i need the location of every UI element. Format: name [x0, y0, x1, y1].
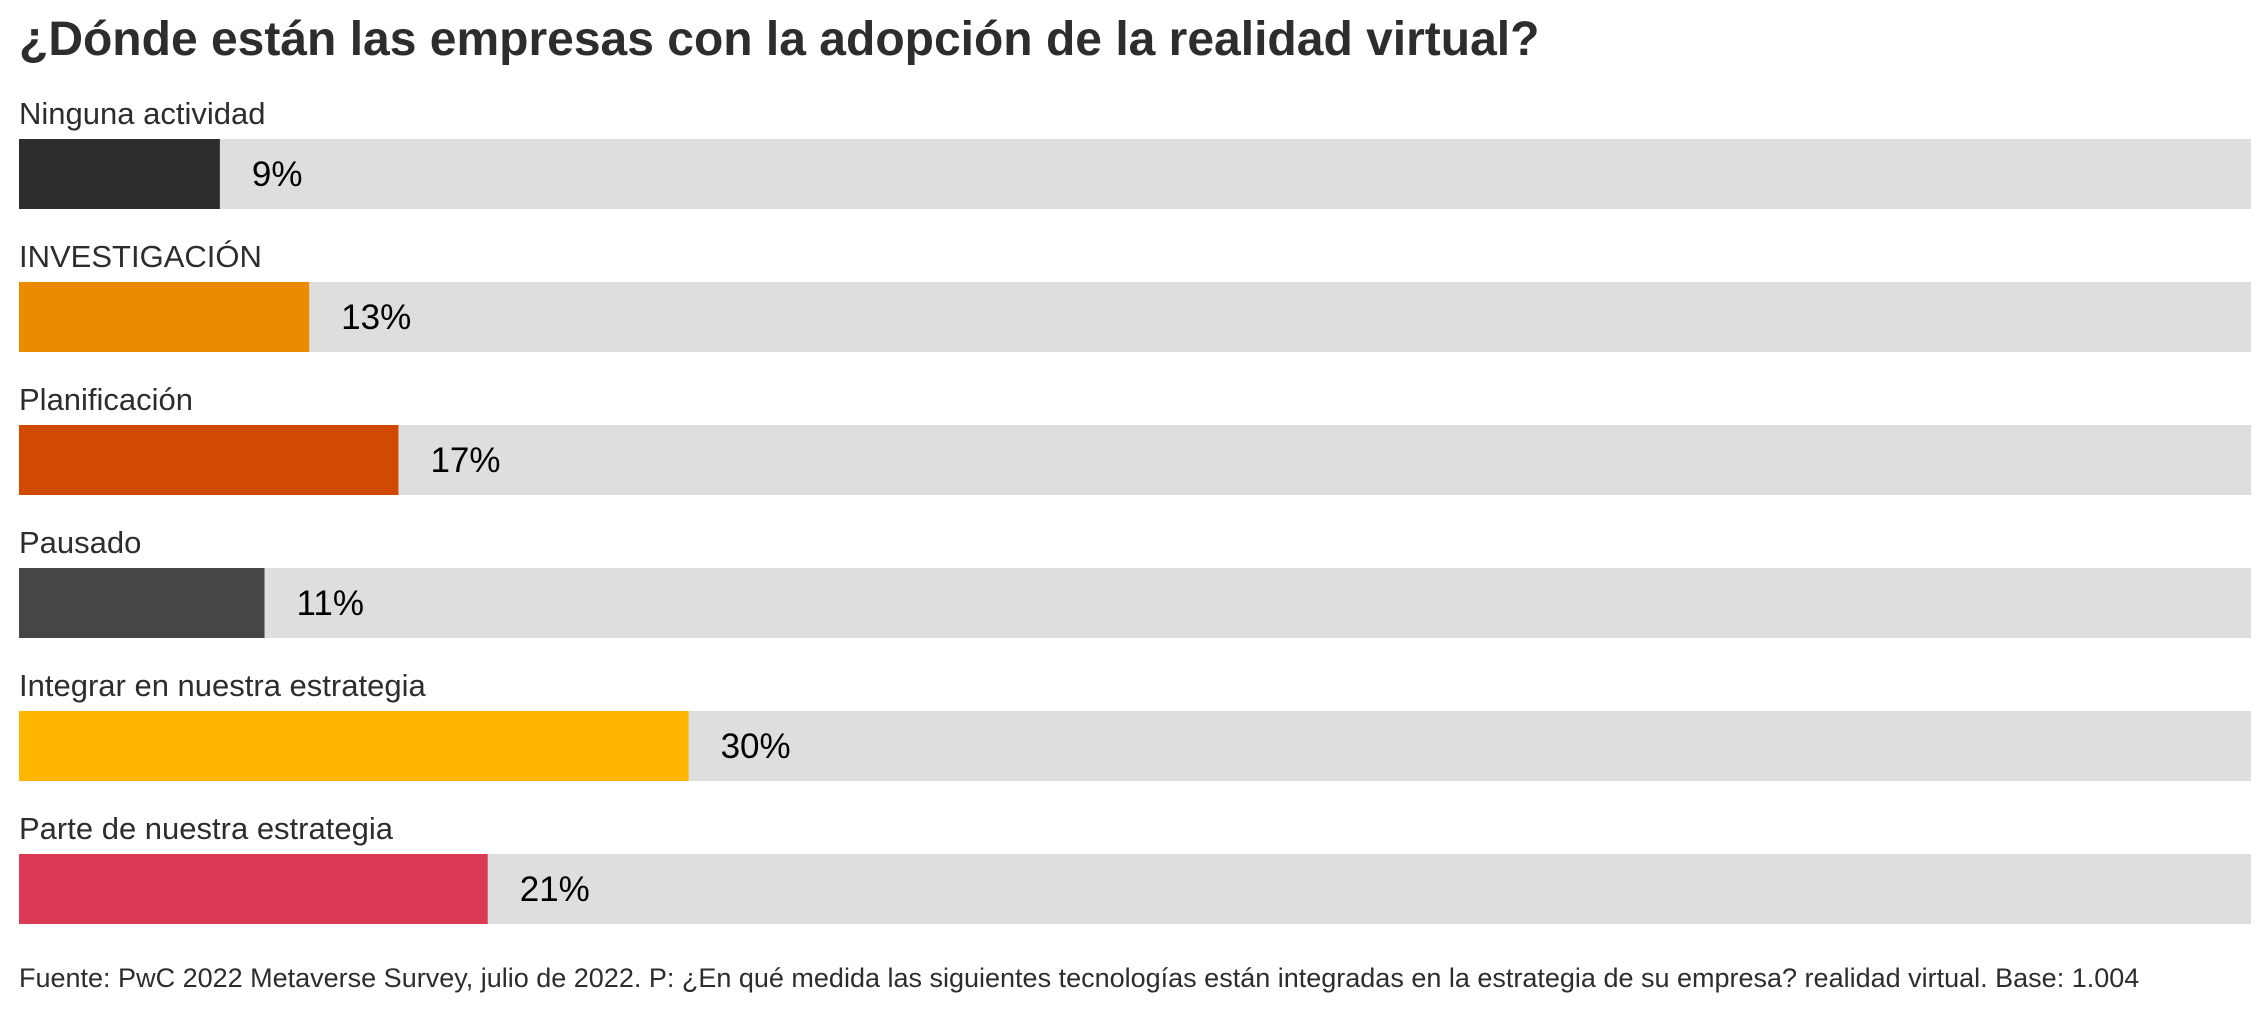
bar [19, 568, 265, 638]
source-note: Fuente: PwC 2022 Metaverse Survey, julio… [19, 963, 2140, 993]
category-label: Ninguna actividad [19, 96, 265, 131]
value-label: 30% [721, 727, 791, 766]
bar [19, 282, 310, 352]
value-label: 17% [430, 441, 500, 480]
bar-chart: Ninguna actividad 9% INVESTIGACIÓN 13% Plani… [19, 96, 2251, 924]
category-label: Integrar en nuestra estrategia [19, 668, 426, 703]
category-label: Parte de nuestra estrategia [19, 811, 394, 846]
bar-track [19, 568, 2251, 638]
bar [19, 139, 220, 209]
value-label: 11% [297, 584, 364, 623]
bar [19, 854, 488, 924]
bar-track [19, 139, 2251, 209]
category-label: Pausado [19, 525, 141, 560]
bar [19, 711, 689, 781]
category-label: Planificación [19, 382, 193, 417]
value-label: 9% [252, 155, 303, 194]
value-label: 13% [341, 298, 411, 337]
bar [19, 425, 399, 495]
category-label: INVESTIGACIÓN [19, 239, 262, 274]
chart-title: ¿Dónde están las empresas con la adopció… [19, 13, 1540, 66]
bar-track [19, 282, 2251, 352]
value-label: 21% [520, 870, 590, 909]
